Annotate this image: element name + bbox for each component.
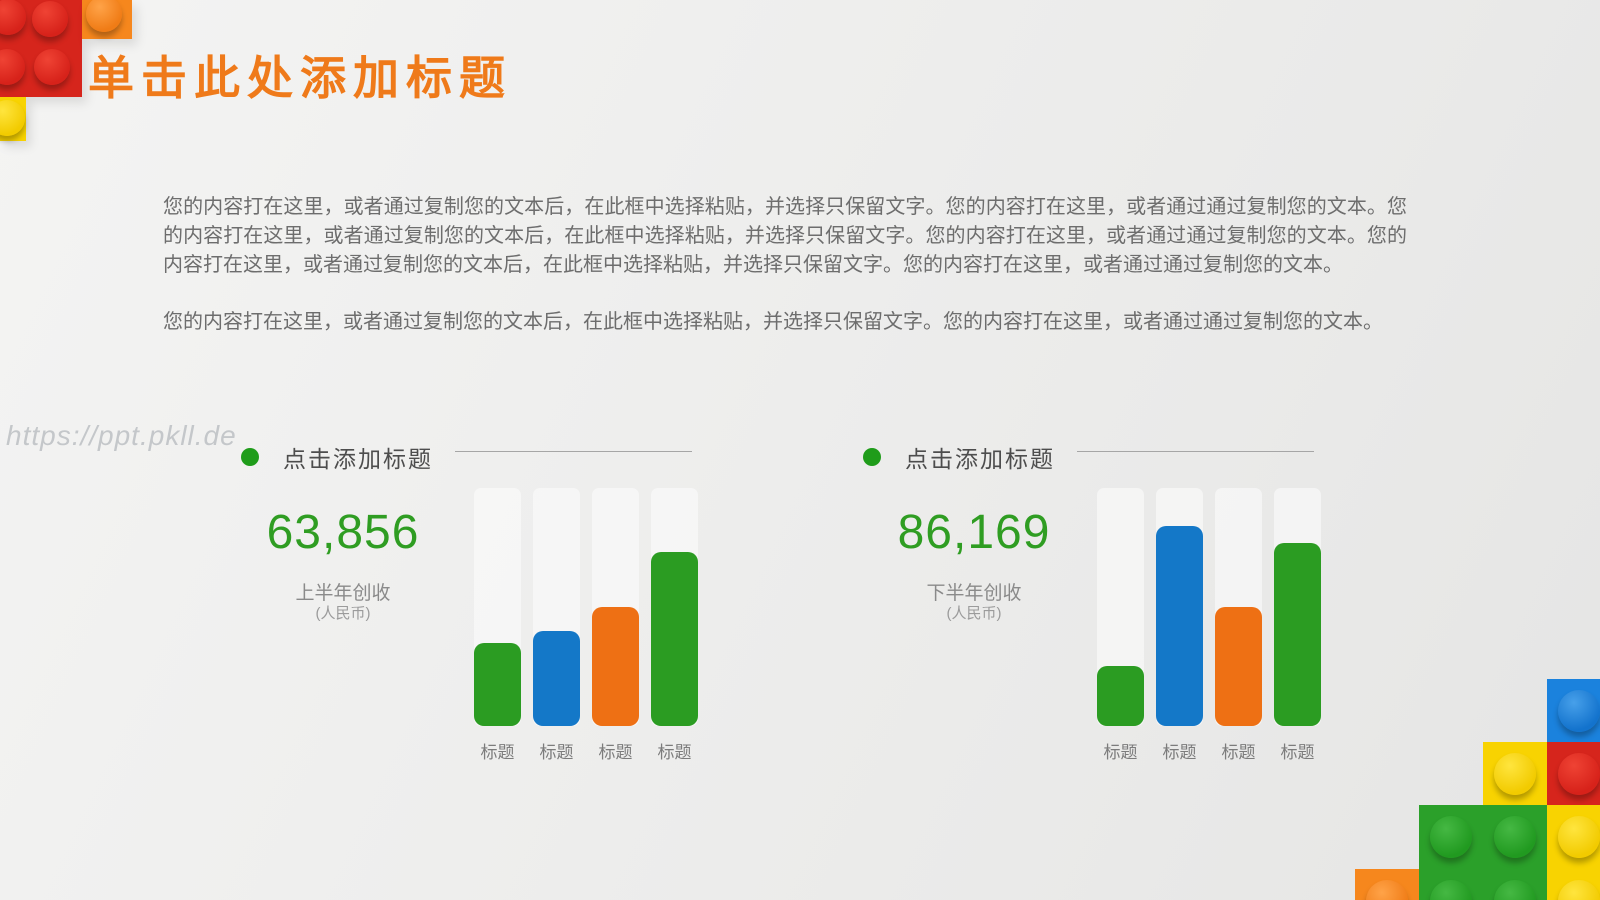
chart-category-label: 标题 — [657, 743, 692, 762]
chart-bar — [651, 552, 698, 726]
section-title-placeholder: 点击添加标题 — [905, 446, 1055, 472]
chart-bar — [1097, 666, 1144, 726]
lego-stud-icon — [34, 49, 70, 85]
stat-label: 上半年创收 — [295, 583, 391, 604]
chart-column: 标题 — [474, 488, 521, 762]
lego-stud-icon — [1494, 753, 1536, 795]
lego-cell-green — [1419, 805, 1483, 869]
lego-brick-yellow — [0, 97, 26, 141]
stat-label: 下半年创收 — [926, 583, 1022, 604]
chart-column: 标题 — [1156, 488, 1203, 762]
chart-bar — [1156, 526, 1203, 726]
chart-bar — [1274, 543, 1321, 726]
stat-value: 86,169 — [897, 506, 1051, 559]
lego-stud-icon — [1430, 880, 1472, 900]
lego-cell-green — [1483, 869, 1547, 900]
lego-stud-icon — [1430, 816, 1472, 858]
chart-category-label: 标题 — [1103, 743, 1138, 762]
lego-stud-icon — [0, 100, 25, 136]
section-divider-line — [1077, 451, 1314, 452]
lego-stud-icon — [1558, 816, 1600, 858]
stat-sublabel: (人民币) — [946, 605, 1002, 622]
lego-stud-icon — [1494, 880, 1536, 900]
chart-category-label: 标题 — [539, 743, 574, 762]
stat-sublabel: (人民币) — [315, 605, 371, 622]
lego-stud-icon — [1494, 816, 1536, 858]
green-dot-icon — [241, 448, 259, 466]
chart-bar — [474, 643, 521, 726]
lego-cell-yellow — [1483, 742, 1547, 806]
section-divider-line — [455, 451, 692, 452]
lego-stud-icon — [1366, 880, 1408, 900]
lego-stud-icon — [1558, 880, 1600, 900]
lego-brick-orange — [82, 0, 132, 39]
lego-stud-icon — [32, 1, 68, 37]
lego-stud-icon — [0, 49, 25, 85]
chart-category-label: 标题 — [598, 743, 633, 762]
section-title-placeholder: 点击添加标题 — [283, 446, 433, 472]
lego-cell-blue — [1547, 679, 1600, 743]
watermark-url: https://ppt.pkll.de — [6, 420, 237, 451]
lego-stud-icon — [1558, 753, 1600, 795]
chart-column: 标题 — [1274, 488, 1321, 762]
body-text-placeholder: 您的内容打在这里，或者通过复制您的文本后，在此框中选择粘贴，并选择只保留文字。您… — [163, 193, 1407, 337]
lego-cell-red — [1547, 742, 1600, 806]
chart-bar — [533, 631, 580, 726]
chart-column: 标题 — [592, 488, 639, 762]
chart-category-label: 标题 — [1162, 743, 1197, 762]
chart-category-label: 标题 — [1280, 743, 1315, 762]
body-paragraph-2: 您的内容打在这里，或者通过复制您的文本后，在此框中选择粘贴，并选择只保留文字。您… — [163, 311, 1383, 333]
chart-column: 标题 — [1215, 488, 1262, 762]
lego-stud-icon — [0, 0, 26, 35]
lego-cell-yellow — [1547, 805, 1600, 869]
chart-bar — [1215, 607, 1262, 726]
green-dot-icon — [863, 448, 881, 466]
chart-bar — [592, 607, 639, 726]
lego-cell-green — [1483, 805, 1547, 869]
lego-cell-orange — [1355, 869, 1419, 900]
lego-cell-yellow — [1547, 869, 1600, 900]
lego-stud-icon — [86, 0, 122, 32]
bar-chart-left: 标题 标题 标题 标题 — [474, 488, 700, 762]
stat-value: 63,856 — [266, 506, 420, 559]
chart-column: 标题 — [1097, 488, 1144, 762]
lego-stud-icon — [1558, 690, 1600, 732]
chart-category-label: 标题 — [480, 743, 515, 762]
slide-title-placeholder: 单击此处添加标题 — [88, 52, 512, 104]
body-paragraph-1: 您的内容打在这里，或者通过复制您的文本后，在此框中选择粘贴，并选择只保留文字。您… — [163, 196, 1407, 276]
lego-cell-green — [1419, 869, 1483, 900]
chart-category-label: 标题 — [1221, 743, 1256, 762]
chart-column: 标题 — [651, 488, 698, 762]
lego-brick-red — [0, 0, 82, 97]
bar-chart-right: 标题 标题 标题 标题 — [1097, 488, 1323, 762]
chart-column: 标题 — [533, 488, 580, 762]
